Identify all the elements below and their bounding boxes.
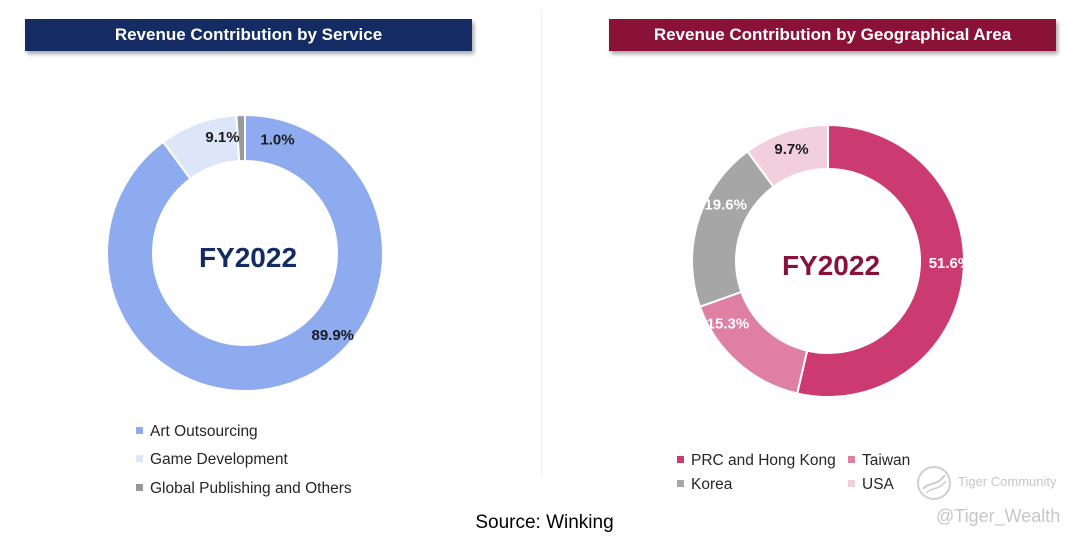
legend-item-global-publishing: Global Publishing and Others (136, 480, 352, 498)
slice-value-label: 19.6% (704, 196, 747, 213)
donut-slice-global-publishing-and-others (235, 113, 246, 163)
legend-swatch (848, 480, 855, 487)
service-chart-title: Revenue Contribution by Service (25, 19, 472, 51)
slice-value-label: 1.0% (260, 132, 294, 149)
legend-label: Global Publishing and Others (150, 480, 352, 497)
legend-item-prc-hong-kong: PRC and Hong Kong (677, 452, 836, 470)
legend-swatch (677, 480, 684, 487)
slice-value-label: 51.6% (929, 255, 972, 272)
watermark-handle: @Tiger_Wealth (936, 506, 1061, 526)
geography-chart-title: Revenue Contribution by Geographical Are… (609, 19, 1056, 51)
watermark-community: Tiger Community (958, 474, 1057, 489)
legend-swatch (136, 455, 143, 462)
legend-label: Taiwan (862, 452, 911, 469)
legend-label: PRC and Hong Kong (691, 452, 836, 469)
donut-slice-art-outsourcing (106, 113, 384, 392)
legend-swatch (677, 456, 684, 463)
legend-item-usa: USA (848, 476, 894, 494)
legend-swatch (848, 456, 855, 463)
geography-donut: 51.6% 15.3% 19.6% 9.7% (691, 123, 972, 398)
service-donut: 89.9% 9.1% 1.0% (106, 113, 384, 392)
source-note: Source: Winking (475, 512, 614, 533)
legend-label: Game Development (150, 451, 288, 468)
legend-item-art-outsourcing: Art Outsourcing (136, 423, 258, 441)
legend-item-korea: Korea (677, 476, 732, 494)
legend-swatch (136, 484, 143, 491)
panel-divider (541, 10, 542, 475)
donut-slice-korea (691, 149, 775, 309)
slice-value-label: 15.3% (707, 316, 750, 333)
legend-swatch (136, 427, 143, 434)
slice-value-label: 9.1% (205, 129, 239, 146)
legend-label: Korea (691, 476, 733, 493)
donut-slice-taiwan (698, 290, 809, 395)
donut-slice-usa (746, 123, 829, 189)
legend-item-taiwan: Taiwan (848, 452, 910, 470)
legend-label: Art Outsourcing (150, 423, 258, 440)
legend-label: USA (862, 476, 894, 493)
slice-value-label: 89.9% (311, 327, 354, 344)
service-center-label: FY2022 (199, 242, 297, 273)
tiger-logo-icon (917, 466, 951, 500)
legend-item-game-development: Game Development (136, 451, 288, 469)
geography-center-label: FY2022 (782, 250, 880, 281)
donut-slice-prc-and-hong-kong (795, 123, 965, 398)
slice-value-label: 9.7% (774, 141, 808, 158)
